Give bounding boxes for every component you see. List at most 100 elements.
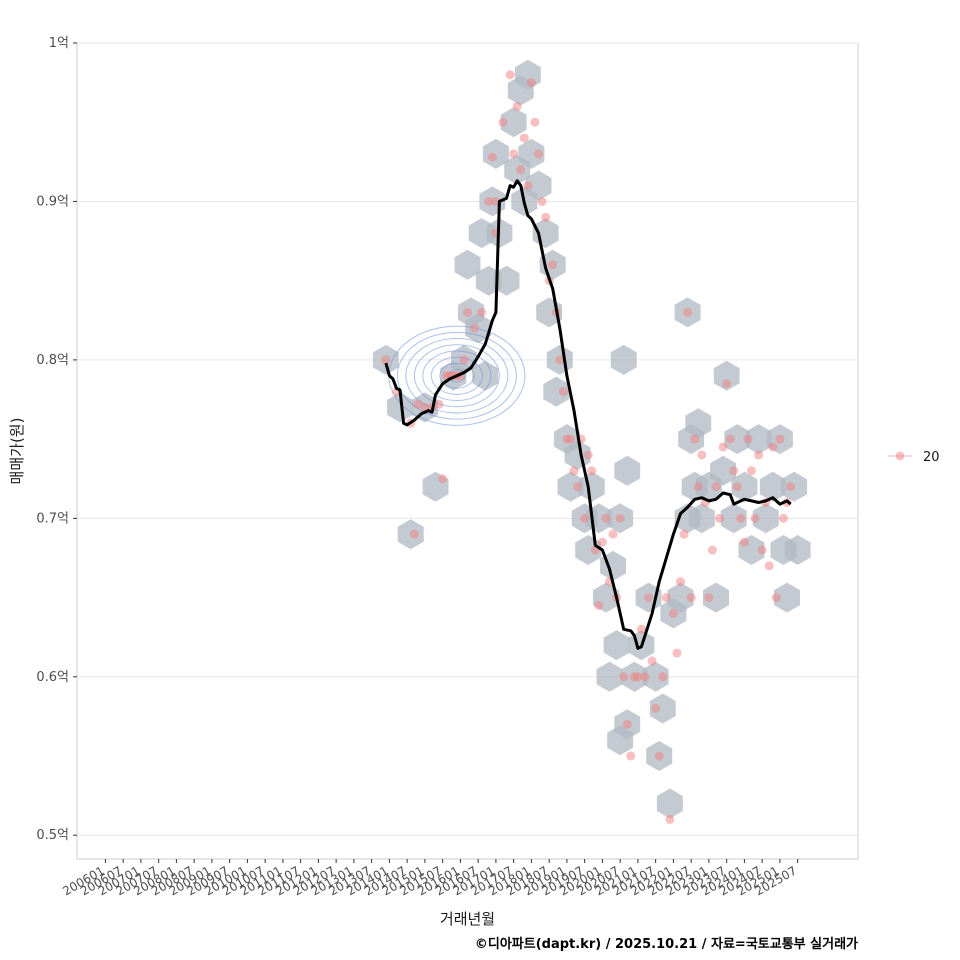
data-point: [775, 434, 785, 444]
hexbin: [610, 344, 637, 375]
hexbin: [685, 408, 712, 439]
hexbin: [557, 471, 584, 502]
data-point: [715, 513, 725, 523]
data-point: [658, 672, 668, 682]
data-point: [619, 672, 629, 682]
data-point: [523, 181, 533, 191]
data-point: [526, 78, 536, 88]
data-point: [725, 434, 735, 444]
data-point: [470, 323, 480, 333]
caption: ©디아파트(dapt.kr) / 2025.10.21 / 자료=국토교통부 실…: [475, 936, 858, 952]
data-point: [757, 545, 767, 555]
data-point: [626, 751, 636, 761]
hexbin: [784, 535, 811, 565]
hexbin: [720, 503, 747, 534]
y-tick-label: 0.7억: [36, 511, 69, 526]
data-point: [498, 117, 508, 127]
legend-key-point: [895, 451, 905, 461]
data-point: [587, 466, 597, 476]
hexbin: [731, 471, 758, 502]
data-point: [704, 593, 714, 603]
y-tick-label: 1억: [49, 36, 69, 51]
data-point: [697, 450, 707, 460]
data-point: [615, 513, 625, 523]
plot-panel: [76, 42, 859, 860]
hexbin: [642, 661, 669, 692]
hexbin: [724, 424, 751, 455]
data-point: [718, 442, 728, 452]
data-point: [665, 814, 675, 824]
hexbin: [745, 424, 772, 455]
data-point: [750, 513, 760, 523]
hexbin: [688, 503, 715, 534]
data-point: [633, 672, 643, 682]
density-contour: [430, 356, 483, 395]
x-axis-title: 거래년월: [440, 910, 495, 928]
hexbin: [614, 455, 641, 486]
data-point: [683, 307, 693, 317]
hexbin: [703, 582, 729, 613]
data-point: [569, 466, 579, 476]
data-point: [722, 379, 732, 389]
data-point: [778, 513, 788, 523]
data-point: [693, 482, 703, 492]
data-point: [463, 307, 472, 317]
data-point: [573, 482, 583, 492]
y-tick-label: 0.6억: [36, 670, 69, 685]
data-point: [743, 434, 753, 444]
legend-label: 20: [923, 450, 940, 465]
data-point: [668, 608, 678, 618]
data-point: [484, 196, 494, 206]
data-point: [736, 513, 746, 523]
data-point: [732, 482, 742, 492]
hexbin: [500, 107, 527, 138]
data-point: [409, 529, 419, 539]
data-point: [509, 149, 519, 159]
hexbin: [649, 693, 676, 724]
data-point: [516, 165, 526, 175]
data-point: [679, 529, 689, 539]
hexbin: [774, 582, 800, 613]
data-point: [661, 593, 671, 603]
data-point: [505, 70, 515, 80]
data-point: [565, 434, 575, 444]
data-point: [768, 442, 778, 452]
data-point: [583, 450, 593, 460]
data-point: [530, 117, 540, 127]
data-point: [644, 593, 654, 603]
hexbin: [710, 455, 737, 486]
data-point: [651, 703, 661, 713]
density-contour: [413, 344, 500, 408]
data-point: [676, 577, 685, 587]
data-point: [754, 450, 764, 460]
hexbin: [603, 630, 630, 661]
data-point: [558, 387, 568, 397]
data-point: [434, 399, 444, 409]
data-point: [640, 672, 650, 682]
data-point: [541, 212, 551, 222]
data-point: [729, 466, 739, 476]
data-point: [487, 152, 497, 162]
data-point: [739, 537, 749, 547]
data-point: [580, 513, 590, 523]
hexbin: [454, 249, 481, 280]
data-point: [537, 196, 547, 206]
hexbin: [525, 170, 552, 201]
data-point: [477, 307, 487, 317]
density-contour: [422, 350, 492, 402]
data-point: [438, 474, 448, 484]
data-point: [647, 656, 657, 666]
y-tick-label: 0.8억: [36, 353, 69, 368]
data-point: [459, 355, 469, 365]
hexbin: [518, 138, 545, 169]
data-point: [601, 513, 611, 523]
hexbin: [596, 661, 623, 692]
data-point: [686, 593, 696, 603]
data-point: [381, 355, 391, 365]
hexbin: [656, 788, 683, 819]
hexbin: [752, 503, 779, 534]
data-point: [747, 466, 756, 476]
hexbin: [387, 392, 413, 423]
hexbin: [667, 582, 694, 613]
density-contour: [405, 338, 509, 414]
